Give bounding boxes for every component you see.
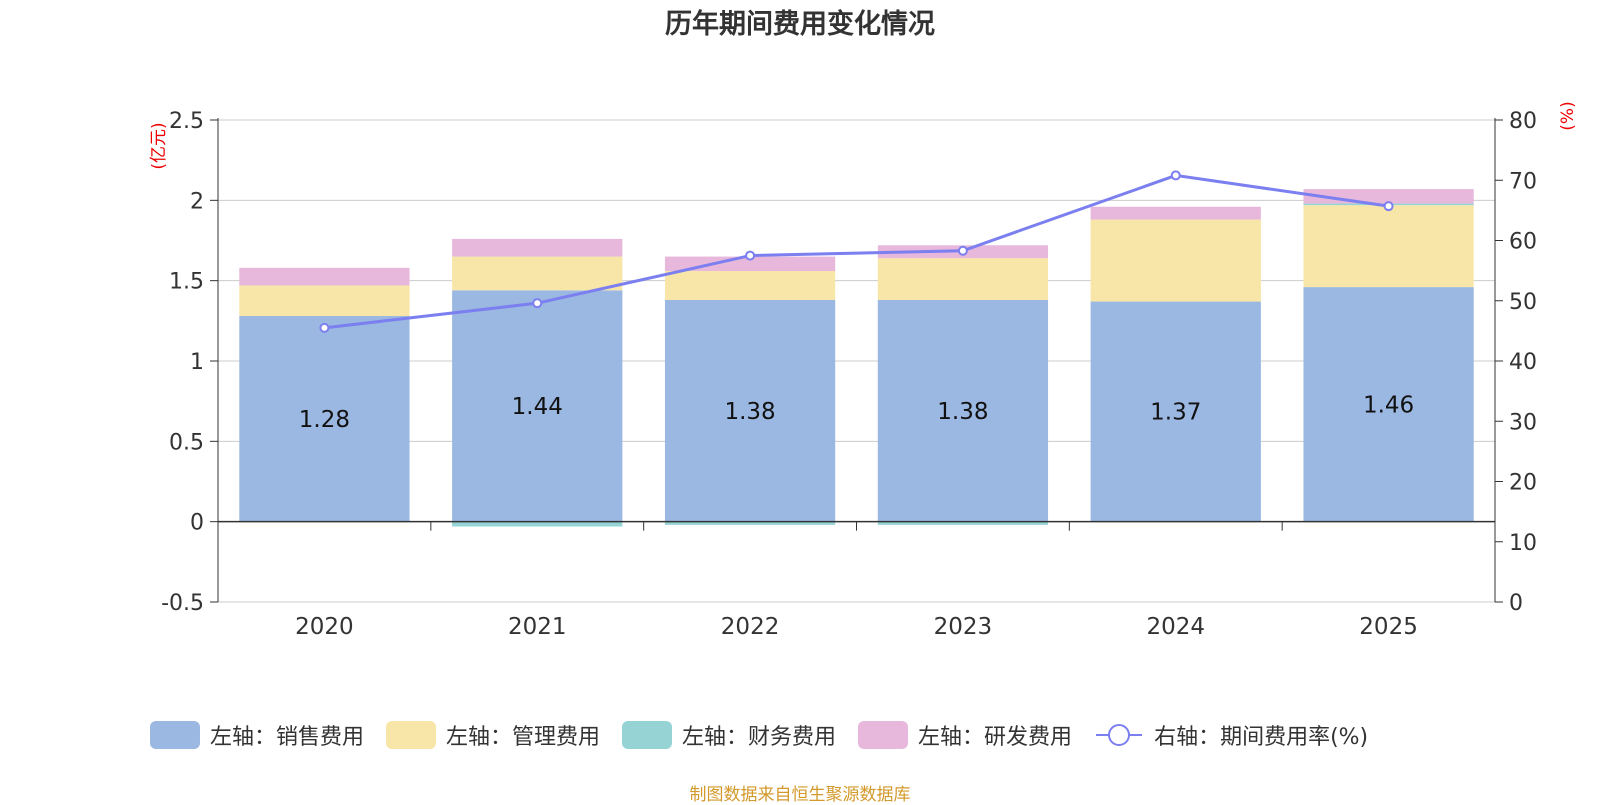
right-axis-tick-label: 20 <box>1509 471 1537 496</box>
left-axis-tick-label: 2.5 <box>169 109 204 134</box>
bar-segment <box>239 285 410 317</box>
bar-segment <box>239 267 410 286</box>
left-axis-tick-label: 1 <box>190 350 204 375</box>
bar-data-label: 1.28 <box>299 407 350 433</box>
legend-swatch <box>150 721 200 749</box>
rate-line-point <box>1170 170 1181 181</box>
bar-data-label: 1.46 <box>1363 392 1414 418</box>
bar-segment <box>664 256 836 272</box>
data-labels: 1.28 1.44 1.38 1.38 1.37 1.46 <box>299 392 1414 432</box>
axes: 2.5 2 1.5 1 0.5 0 -0.5 80 70 60 50 40 30 20 10 0 2020 202… <box>149 101 1578 640</box>
right-axis-tick-label: 30 <box>1509 410 1537 435</box>
bar-data-label: 1.37 <box>1150 400 1201 426</box>
legend-item[interactable]: 左轴：销售费用 <box>150 719 364 751</box>
legend-swatch <box>386 721 437 749</box>
left-axis-unit: (亿元) <box>149 122 169 169</box>
legend: 左轴：销售费用 左轴：管理费用 左轴：财务费用 左轴：研发费用 右轴：期间费用率(%) <box>150 718 1390 752</box>
left-axis-tick-label: 2 <box>190 189 204 214</box>
legend-item[interactable]: 右轴：期间费用率(%) <box>1094 719 1368 751</box>
category-label: 2024 <box>1146 614 1205 640</box>
bar-segment <box>452 290 623 522</box>
bar-segment <box>1303 205 1474 288</box>
right-axis-tick-label: 60 <box>1509 230 1537 255</box>
legend-label: 左轴：管理费用 <box>446 725 601 750</box>
rate-line-point <box>1383 201 1394 212</box>
bar-segment <box>1090 219 1261 302</box>
rate-line-path <box>324 173 1389 330</box>
right-axis-unit: (%) <box>1558 101 1578 130</box>
left-axis-tick-label: -0.5 <box>161 591 204 616</box>
left-axis-tick-label: 1.5 <box>169 270 204 295</box>
legend-swatch <box>858 721 909 749</box>
rate-line <box>319 170 1394 333</box>
category-label: 2021 <box>508 614 567 640</box>
legend-label: 左轴：财务费用 <box>682 725 837 750</box>
bar-data-label: 1.38 <box>937 399 988 425</box>
category-label: 2023 <box>934 614 993 640</box>
bar-segment <box>1303 287 1474 522</box>
bar-segment <box>664 271 836 300</box>
legend-item[interactable]: 左轴：财务费用 <box>622 719 836 751</box>
legend-label: 左轴：销售费用 <box>210 725 365 750</box>
bar-segment <box>1090 301 1261 522</box>
legend-label: 右轴：期间费用率(%) <box>1154 725 1369 750</box>
bar-segment <box>877 299 1049 522</box>
bar-segment <box>1090 206 1261 220</box>
bars <box>239 189 1474 527</box>
bar-data-label: 1.38 <box>724 399 775 425</box>
rate-line-point <box>319 322 330 333</box>
right-axis-tick-label: 70 <box>1509 169 1537 194</box>
bar-data-label: 1.44 <box>512 394 563 420</box>
bar-segment <box>452 238 623 257</box>
bar-segment <box>664 521 836 525</box>
source-note: 制图数据来自恒生聚源数据库 <box>689 785 911 805</box>
bar-segment <box>664 299 836 522</box>
rate-line-point <box>532 298 543 309</box>
right-axis-tick-label: 40 <box>1509 350 1537 375</box>
left-axis-tick-label: 0 <box>190 511 204 536</box>
left-axis-tick-label: 0.5 <box>169 430 204 455</box>
chart-title: 历年期间费用变化情况 <box>665 9 935 40</box>
rate-line-point <box>745 250 756 261</box>
legend-line-marker-icon <box>1096 724 1143 746</box>
right-axis-tick-label: 80 <box>1509 109 1537 134</box>
right-axis-tick-label: 10 <box>1509 531 1537 556</box>
chart-plot: 2.5 2 1.5 1 0.5 0 -0.5 80 70 60 50 40 30 20 10 0 2020 202… <box>149 101 1578 640</box>
rate-line-point <box>957 245 968 256</box>
bar-segment <box>452 521 623 527</box>
right-axis-tick-label: 0 <box>1509 591 1523 616</box>
bar-segment <box>877 521 1049 525</box>
legend-label: 左轴：研发费用 <box>918 725 1073 750</box>
legend-item[interactable]: 左轴：管理费用 <box>386 719 600 751</box>
grid-lines <box>218 119 1495 603</box>
bar-segment <box>239 316 410 522</box>
category-label: 2020 <box>295 614 354 640</box>
legend-item[interactable]: 左轴：研发费用 <box>858 719 1072 751</box>
bar-segment <box>877 258 1049 300</box>
category-label: 2022 <box>721 614 780 640</box>
category-label: 2025 <box>1359 614 1418 640</box>
legend-swatch <box>622 721 673 749</box>
bar-segment <box>452 256 623 291</box>
right-axis-tick-label: 50 <box>1509 290 1537 315</box>
